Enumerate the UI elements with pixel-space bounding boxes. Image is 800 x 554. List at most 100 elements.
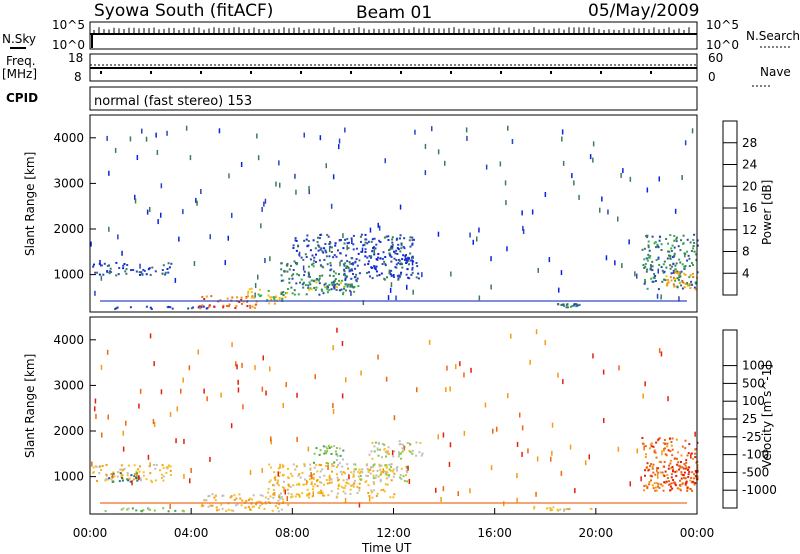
range-cell xyxy=(393,250,395,253)
range-cell xyxy=(671,244,674,247)
range-cell xyxy=(327,465,329,470)
range-cell xyxy=(272,484,274,487)
range-cell xyxy=(396,253,399,255)
range-cell xyxy=(330,251,333,253)
range-cell xyxy=(276,482,279,485)
range-cell xyxy=(287,467,289,470)
range-cell xyxy=(676,487,679,490)
range-cell xyxy=(235,361,237,367)
range-cell xyxy=(685,461,688,464)
range-cell xyxy=(691,283,694,286)
range-cell xyxy=(298,483,301,486)
range-cell xyxy=(406,258,408,264)
range-cell xyxy=(295,493,298,496)
range-cell xyxy=(674,268,677,271)
range-cell xyxy=(290,472,293,475)
range-cell xyxy=(119,468,122,471)
range-cell xyxy=(655,441,658,444)
range-cell xyxy=(402,246,405,248)
range-cell xyxy=(646,287,649,290)
range-cell xyxy=(378,442,381,445)
range-cell xyxy=(275,181,277,187)
range-cell xyxy=(325,451,327,454)
range-cell xyxy=(647,240,650,243)
range-cell xyxy=(516,497,518,503)
range-cell xyxy=(550,456,552,462)
range-cell xyxy=(384,158,386,164)
range-cell xyxy=(363,263,366,266)
range-cell xyxy=(155,464,158,466)
range-cell xyxy=(344,238,347,241)
range-cell xyxy=(162,479,165,482)
range-cell xyxy=(108,264,110,267)
range-cell xyxy=(324,243,327,245)
range-cell xyxy=(377,354,379,360)
range-cell xyxy=(167,271,170,274)
range-cell xyxy=(569,305,572,308)
range-cell xyxy=(322,292,325,295)
range-cell xyxy=(165,466,168,469)
range-cell xyxy=(247,292,250,295)
range-cell xyxy=(324,450,326,452)
range-cell xyxy=(325,286,328,289)
range-cell xyxy=(651,484,654,487)
range-cell xyxy=(282,473,285,476)
range-cell xyxy=(135,476,138,479)
range-cell xyxy=(669,257,672,260)
range-cell xyxy=(309,283,312,286)
range-cell xyxy=(634,271,636,277)
range-cell xyxy=(199,307,202,310)
range-cell xyxy=(273,493,276,496)
range-cell xyxy=(153,361,155,367)
range-cell xyxy=(332,403,334,408)
range-cell xyxy=(333,254,336,257)
range-cell xyxy=(329,245,332,248)
range-cell xyxy=(401,450,404,453)
range-cell xyxy=(335,447,338,449)
range-cell xyxy=(261,206,263,212)
range-cell xyxy=(264,496,267,499)
range-cell xyxy=(391,243,394,246)
range-cell xyxy=(549,508,552,510)
range-cell xyxy=(403,479,406,482)
range-cell xyxy=(349,283,352,286)
range-cell xyxy=(257,274,259,280)
range-cell xyxy=(322,266,325,269)
velocity-ylabel: Slant Range [km] xyxy=(23,354,37,458)
range-cell xyxy=(285,292,287,295)
range-cell xyxy=(376,447,379,450)
range-cell xyxy=(673,235,676,237)
range-cell xyxy=(346,237,349,240)
range-cell xyxy=(181,509,184,512)
range-cell xyxy=(341,393,344,399)
range-cell xyxy=(369,469,372,471)
range-cell xyxy=(138,470,141,473)
range-cell xyxy=(218,128,221,134)
range-cell xyxy=(417,277,420,280)
range-cell xyxy=(350,283,353,286)
range-cell xyxy=(651,465,654,468)
range-cell xyxy=(658,235,661,238)
range-cell xyxy=(411,260,414,266)
range-cell xyxy=(384,483,387,486)
range-cell xyxy=(620,172,622,178)
range-cell xyxy=(669,489,672,492)
range-cell xyxy=(694,470,697,472)
range-cell xyxy=(652,463,655,466)
range-cell xyxy=(255,503,258,506)
range-cell xyxy=(335,459,338,461)
range-cell xyxy=(660,294,662,300)
range-cell xyxy=(680,270,683,273)
range-cell xyxy=(403,247,406,250)
range-cell xyxy=(656,293,659,299)
range-cell xyxy=(350,277,353,280)
range-cell xyxy=(651,265,654,268)
range-cell xyxy=(292,273,295,276)
range-cell xyxy=(161,272,164,275)
range-cell xyxy=(644,445,647,448)
range-cell xyxy=(343,264,346,267)
x-tick-label: 04:00 xyxy=(174,526,209,540)
range-cell xyxy=(484,402,487,408)
range-cell xyxy=(675,438,678,441)
range-cell xyxy=(672,262,675,265)
